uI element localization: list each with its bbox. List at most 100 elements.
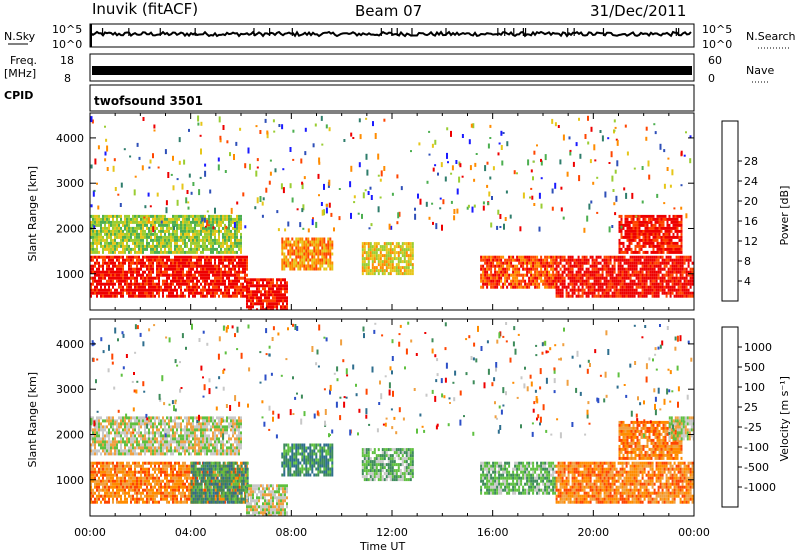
scatter-cell xyxy=(108,274,110,277)
scatter-cell xyxy=(242,289,244,292)
scatter-cell xyxy=(638,283,640,286)
sparse-echo xyxy=(282,168,284,170)
scatter-cell xyxy=(170,274,172,277)
sparse-echo xyxy=(134,189,136,195)
scatter-cell xyxy=(668,292,670,295)
scatter-cell xyxy=(498,265,500,268)
scatter-cell xyxy=(130,471,132,474)
scatter-cell xyxy=(317,250,319,253)
scatter-cell xyxy=(148,501,150,504)
scatter-cell xyxy=(309,253,311,256)
scatter-cell xyxy=(128,256,130,259)
scatter-cell xyxy=(210,242,212,245)
scatter-cell xyxy=(514,271,516,274)
scatter-cell xyxy=(684,262,686,265)
scatter-cell xyxy=(212,221,214,224)
scatter-cell xyxy=(664,259,666,262)
scatter-cell xyxy=(690,271,692,274)
scatter-cell xyxy=(146,283,148,286)
scatter-cell xyxy=(590,286,592,289)
scatter-cell xyxy=(295,253,297,256)
sparse-echo xyxy=(139,157,141,160)
scatter-cell xyxy=(104,239,106,242)
scatter-cell xyxy=(299,256,301,259)
scatter-cell xyxy=(190,227,192,230)
sparse-echo xyxy=(431,203,433,205)
scatter-cell xyxy=(652,271,654,274)
scatter-cell xyxy=(486,277,488,280)
scatter-cell xyxy=(122,468,124,471)
sparse-echo xyxy=(655,131,657,134)
scatter-cell xyxy=(490,277,492,280)
scatter-cell xyxy=(188,274,190,277)
scatter-cell xyxy=(146,477,148,480)
scatter-cell xyxy=(142,256,144,259)
scatter-cell xyxy=(268,305,270,308)
scatter-cell xyxy=(680,289,682,292)
scatter-cell xyxy=(297,256,299,259)
scatter-cell xyxy=(380,248,382,251)
sparse-echo xyxy=(531,196,533,200)
scatter-cell xyxy=(667,224,669,227)
sparse-echo xyxy=(656,194,658,198)
scatter-cell xyxy=(122,277,124,280)
scatter-cell xyxy=(138,227,140,230)
scatter-cell xyxy=(156,277,158,280)
scatter-cell xyxy=(301,253,303,256)
scatter-cell xyxy=(236,215,238,218)
scatter-cell xyxy=(376,266,378,269)
scatter-cell xyxy=(584,271,586,274)
scatter-cell xyxy=(154,462,156,465)
scatter-cell xyxy=(110,251,112,254)
scatter-cell xyxy=(502,256,504,259)
scatter-cell xyxy=(673,221,675,224)
scatter-cell xyxy=(114,277,116,280)
scatter-cell xyxy=(130,292,132,295)
sparse-echo xyxy=(532,176,534,180)
scatter-cell xyxy=(222,215,224,218)
scatter-cell xyxy=(106,221,108,224)
scatter-cell xyxy=(552,286,554,289)
scatter-cell xyxy=(116,468,118,471)
scatter-cell xyxy=(284,290,286,293)
scatter-cell xyxy=(92,239,94,242)
scatter-cell xyxy=(108,233,110,236)
scatter-cell xyxy=(130,465,132,468)
scatter-cell xyxy=(110,224,112,227)
scatter-cell xyxy=(230,283,232,286)
scatter-cell xyxy=(162,236,164,239)
scatter-cell xyxy=(162,242,164,245)
scatter-cell xyxy=(122,489,124,492)
scatter-cell xyxy=(108,221,110,224)
scatter-cell xyxy=(612,265,614,268)
scatter-cell xyxy=(204,280,206,283)
scatter-cell xyxy=(106,230,108,233)
scatter-cell xyxy=(140,295,142,298)
scatter-cell xyxy=(156,286,158,289)
scatter-cell xyxy=(654,271,656,274)
scatter-cell xyxy=(604,289,606,292)
scatter-cell xyxy=(130,248,132,251)
scatter-cell xyxy=(102,265,104,268)
sparse-echo xyxy=(358,213,360,215)
sparse-echo xyxy=(135,176,137,178)
scatter-cell xyxy=(236,292,238,295)
scatter-cell xyxy=(152,248,154,251)
sparse-echo xyxy=(541,204,543,209)
scatter-cell xyxy=(639,221,641,224)
scatter-cell xyxy=(630,280,632,283)
scatter-cell xyxy=(556,259,558,262)
scatter-cell xyxy=(250,296,252,299)
scatter-cell xyxy=(652,286,654,289)
scatter-cell xyxy=(238,262,240,265)
sparse-echo xyxy=(143,117,145,121)
scatter-cell xyxy=(144,292,146,295)
scatter-cell xyxy=(148,295,150,298)
scatter-cell xyxy=(92,289,94,292)
scatter-cell xyxy=(220,245,222,248)
scatter-cell xyxy=(232,280,234,283)
scatter-cell xyxy=(544,268,546,271)
scatter-cell xyxy=(118,251,120,254)
scatter-cell xyxy=(206,271,208,274)
scatter-cell xyxy=(323,259,325,262)
